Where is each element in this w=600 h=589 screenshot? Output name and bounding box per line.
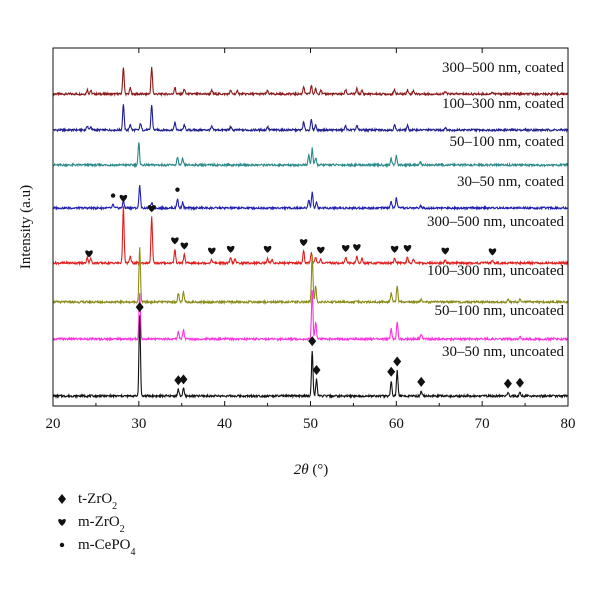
series-line (52, 66, 569, 98)
series-line (52, 142, 569, 169)
heart-marker (353, 244, 361, 252)
heart-marker (403, 245, 412, 253)
diamond-marker (393, 356, 402, 367)
diamond-marker (312, 365, 321, 375)
x-axis-symbol: 2θ (294, 462, 310, 478)
diamond-marker (417, 376, 426, 387)
series-line (52, 184, 569, 212)
x-tick-label: 50 (303, 416, 318, 432)
dot-marker (59, 542, 65, 548)
heart-marker (147, 205, 156, 213)
dot-marker (175, 187, 180, 192)
y-axis-title: Intensity (a.u) (18, 185, 34, 269)
x-tick-label: 30 (131, 416, 146, 432)
heart-marker (341, 245, 350, 253)
diamond-marker (308, 336, 317, 347)
diamond-marker (515, 377, 524, 388)
series-label: 300–500 nm, coated (442, 60, 565, 76)
series-line (52, 247, 569, 306)
legend-label: t-ZrO2 (78, 491, 117, 512)
series-label: 50–100 nm, uncoated (434, 303, 564, 319)
diamond-marker (58, 494, 66, 504)
diamond-marker (179, 374, 188, 385)
heart-marker (119, 194, 128, 202)
traces-group (52, 66, 569, 400)
heart-marker (85, 250, 93, 258)
dot-marker (110, 193, 116, 198)
heart-marker (58, 518, 66, 526)
series-labels: 300–500 nm, coated 100–300 nm, coated 50–1… (427, 60, 565, 360)
heart-marker (180, 242, 189, 250)
x-tick-label: 70 (475, 416, 490, 432)
heart-marker (488, 248, 497, 256)
x-axis-title: 2θ (°) (294, 462, 329, 478)
x-tick-label: 60 (389, 416, 404, 432)
heart-marker (208, 247, 216, 255)
series-line (52, 290, 569, 343)
legend-label: m-ZrO2 (78, 514, 125, 535)
heart-marker (441, 247, 450, 255)
heart-marker (299, 239, 308, 247)
series-label: 30–50 nm, uncoated (442, 344, 565, 360)
diamond-marker (387, 366, 396, 377)
x-tick-label: 40 (217, 416, 232, 432)
diamond-marker (503, 378, 512, 389)
peak-markers-group (85, 187, 524, 389)
x-tick-label: 20 (46, 416, 61, 432)
series-line (52, 104, 568, 134)
series-label: 100–300 nm, coated (442, 96, 565, 112)
x-axis-unit: (°) (312, 462, 328, 478)
heart-marker (390, 245, 399, 253)
heart-marker (317, 246, 325, 254)
series-label: 30–50 nm, coated (457, 174, 565, 190)
series-label: 50–100 nm, coated (449, 134, 564, 150)
heart-marker (171, 237, 179, 245)
series-label: 100–300 nm, uncoated (427, 263, 565, 279)
series-label: 300–500 nm, uncoated (427, 214, 565, 230)
x-tick-label: 80 (561, 416, 576, 432)
x-axis-ticks: 20 30 40 50 60 70 80 (46, 48, 576, 432)
series-line (52, 315, 569, 400)
heart-marker (263, 245, 272, 253)
legend-label: m-CePO4 (78, 537, 136, 558)
diamond-marker (174, 375, 183, 386)
diamond-marker (135, 302, 144, 313)
heart-marker (226, 245, 235, 253)
